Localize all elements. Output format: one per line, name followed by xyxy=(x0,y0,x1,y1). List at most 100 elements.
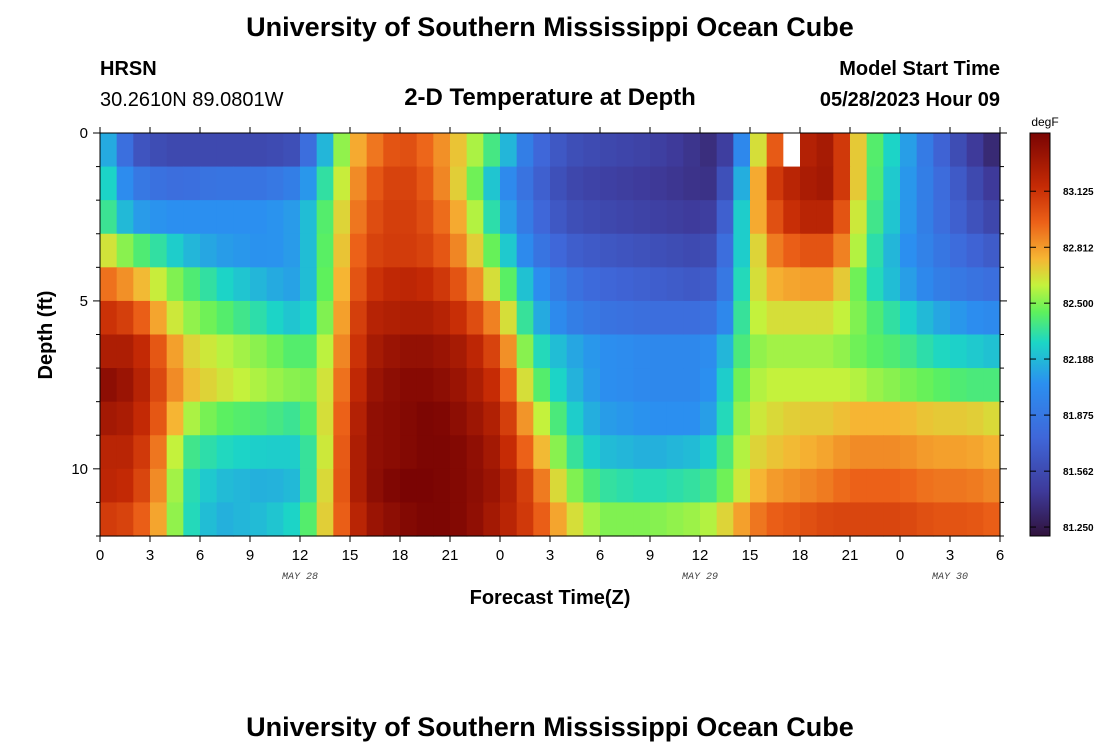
heatmap-cell xyxy=(466,401,484,436)
heatmap-cell xyxy=(850,468,868,504)
heatmap-cell xyxy=(733,468,751,504)
heatmap-cell xyxy=(750,267,768,302)
heatmap-cell xyxy=(183,166,201,201)
y-axis-label: Depth (ft) xyxy=(35,291,57,380)
heatmap-cell xyxy=(116,200,134,235)
heatmap-cell xyxy=(883,133,901,168)
heatmap-cell xyxy=(366,502,384,537)
heatmap-cell xyxy=(450,502,468,537)
heatmap-cell xyxy=(566,133,584,168)
y-tick-label: 0 xyxy=(80,125,88,142)
heatmap-cell xyxy=(816,200,834,235)
heatmap-cell xyxy=(850,334,868,369)
heatmap-cell xyxy=(216,233,234,268)
heatmap-cell xyxy=(233,200,251,235)
heatmap-cell xyxy=(850,368,868,403)
heatmap-cell xyxy=(316,502,334,537)
heatmap-cell xyxy=(900,435,918,470)
heatmap-cell xyxy=(516,468,534,504)
heatmap-cell xyxy=(150,233,168,268)
heatmap-cell xyxy=(950,502,968,537)
heatmap-cell xyxy=(766,334,784,369)
heatmap-cell xyxy=(483,133,501,168)
heatmap-cell xyxy=(516,334,534,369)
heatmap-cell xyxy=(616,468,634,504)
heatmap-cell xyxy=(750,334,768,369)
heatmap-cell xyxy=(350,435,368,470)
heatmap-cell xyxy=(316,334,334,369)
heatmap-cell xyxy=(166,166,184,201)
heatmap-cell xyxy=(766,166,784,201)
heatmap-cell xyxy=(100,401,118,436)
heatmap-cell xyxy=(833,435,851,470)
heatmap-cell xyxy=(466,468,484,504)
heatmap-cell xyxy=(383,468,401,504)
x-tick-label: 0 xyxy=(896,547,904,564)
heatmap-cell xyxy=(233,233,251,268)
heatmap-cell xyxy=(533,166,551,201)
x-tick-label: 9 xyxy=(646,547,654,564)
heatmap-cell xyxy=(633,368,651,403)
heatmap-cell xyxy=(300,133,318,168)
heatmap-cell xyxy=(666,502,684,537)
heatmap-cell xyxy=(566,200,584,235)
heatmap-cell xyxy=(783,300,801,336)
heatmap-cell xyxy=(950,334,968,369)
heatmap-cell xyxy=(666,267,684,302)
heatmap-cell xyxy=(216,300,234,336)
heatmap-cell xyxy=(200,401,218,436)
heatmap-cell xyxy=(666,401,684,436)
heatmap-cell xyxy=(816,133,834,168)
heatmap-cell xyxy=(566,502,584,537)
heatmap-cell xyxy=(483,267,501,302)
heatmap-cell xyxy=(816,233,834,268)
heatmap-cell xyxy=(100,435,118,470)
heatmap-cell xyxy=(100,267,118,302)
heatmap-cell xyxy=(633,300,651,336)
date-label: MAY 28 xyxy=(282,572,318,583)
heatmap-cell xyxy=(916,368,934,403)
heatmap-cell xyxy=(516,368,534,403)
heatmap-cell xyxy=(483,334,501,369)
heatmap-cell xyxy=(433,368,451,403)
heatmap-cell xyxy=(500,468,518,504)
heatmap-cell xyxy=(516,133,534,168)
heatmap-cell xyxy=(983,200,1001,235)
heatmap-cell xyxy=(683,334,701,369)
heatmap-cell xyxy=(450,200,468,235)
heatmap-cell xyxy=(366,200,384,235)
heatmap-cell xyxy=(733,166,751,201)
heatmap-cell xyxy=(366,233,384,268)
heatmap-cell xyxy=(216,368,234,403)
heatmap-cell xyxy=(600,435,618,470)
heatmap-cell xyxy=(483,233,501,268)
heatmap-cell xyxy=(783,502,801,537)
heatmap-cell xyxy=(983,233,1001,268)
heatmap-cell xyxy=(800,468,818,504)
heatmap-cell xyxy=(583,133,601,168)
heatmap-cell xyxy=(383,502,401,537)
heatmap-cell xyxy=(150,166,168,201)
heatmap-cell xyxy=(366,300,384,336)
heatmap-cell xyxy=(416,435,434,470)
heatmap-cell xyxy=(550,267,568,302)
x-tick-label: 9 xyxy=(246,547,254,564)
heatmap-cell xyxy=(283,133,301,168)
heatmap-cell xyxy=(216,435,234,470)
heatmap-cell xyxy=(950,267,968,302)
heatmap-cell xyxy=(866,233,884,268)
heatmap-cell xyxy=(266,334,284,369)
heatmap-cell xyxy=(933,300,951,336)
heatmap-cell xyxy=(866,133,884,168)
page-title: University of Southern Mississippi Ocean… xyxy=(246,12,854,42)
heatmap-cell xyxy=(733,200,751,235)
heatmap-cell xyxy=(516,401,534,436)
heatmap-cell xyxy=(133,233,151,268)
heatmap-cell xyxy=(150,200,168,235)
heatmap-cell xyxy=(566,300,584,336)
heatmap-cell xyxy=(583,468,601,504)
heatmap-cell xyxy=(233,267,251,302)
heatmap-cell xyxy=(666,435,684,470)
heatmap-cell xyxy=(350,233,368,268)
